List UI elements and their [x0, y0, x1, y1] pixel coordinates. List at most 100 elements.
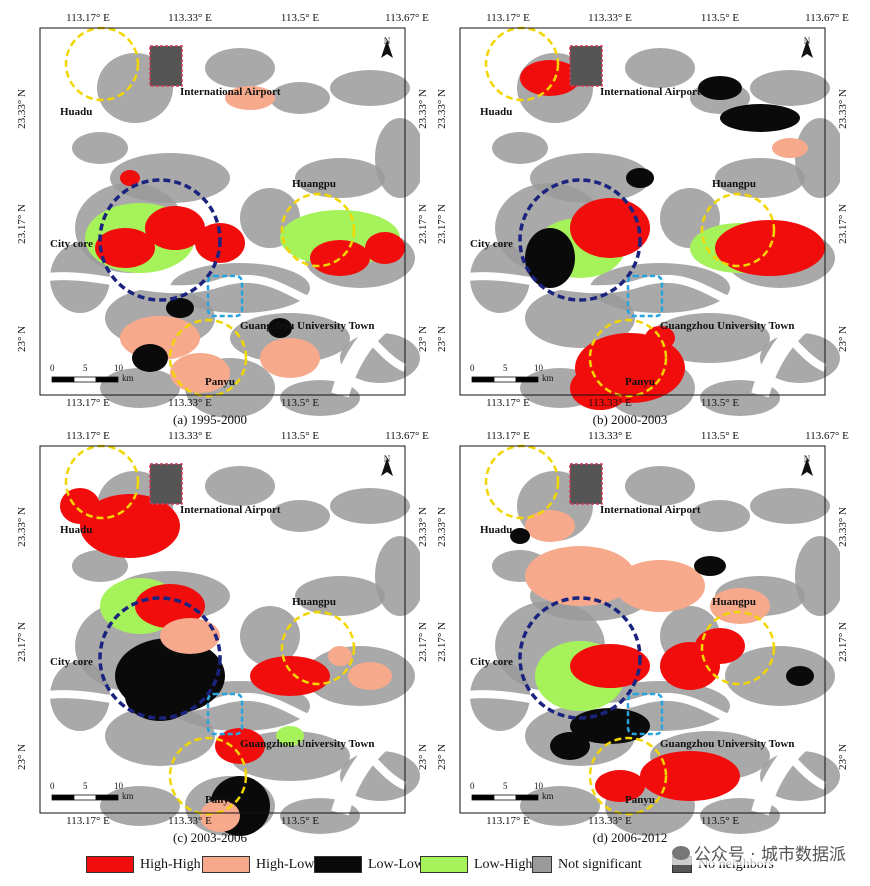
map-content	[39, 26, 420, 418]
legend-item-high-high: High-High	[86, 856, 201, 873]
legend-swatch-high-low	[202, 856, 250, 873]
lisa-cluster-hh	[60, 488, 100, 524]
lisa-cluster-hh	[120, 170, 140, 186]
panyu-circle	[168, 318, 248, 398]
panel-caption: (b) 2000-2003	[592, 412, 668, 427]
lisa-cluster-hh	[645, 326, 675, 350]
airport-area	[569, 463, 603, 505]
top-longitude-label: 113.17° E	[486, 12, 530, 24]
legend-label-high-high: High-High	[140, 856, 201, 872]
not-significant-area	[205, 466, 275, 506]
lisa-cluster-ll	[720, 104, 800, 132]
lisa-cluster-hh	[715, 220, 825, 276]
top-longitude-label: 113.33° E	[168, 12, 212, 24]
scale-label: 10	[114, 363, 123, 373]
place-label-panyu: Panyu	[205, 376, 235, 388]
scale-label: km	[122, 791, 134, 801]
map-frame	[459, 27, 826, 396]
map-frame	[39, 27, 406, 396]
legend-item-low-high: Low-High	[420, 856, 532, 873]
left-latitude-label: 23.17° N	[16, 204, 28, 244]
lisa-cluster-hl	[328, 646, 352, 666]
not-significant-area	[725, 646, 835, 706]
not-significant-area	[375, 536, 420, 616]
lisa-cluster-hl	[615, 560, 705, 612]
map-panel: 113.17° E 113.33° E 113.5° E 113.67° E 113.1…	[0, 0, 429, 430]
not-significant-area	[100, 368, 180, 408]
lisa-cluster-ll	[626, 168, 654, 188]
north-label: N	[803, 454, 811, 464]
scale-label: 10	[534, 781, 543, 791]
place-label-panyu: Panyu	[625, 376, 655, 388]
top-longitude-label: 113.33° E	[588, 12, 632, 24]
scale-bar-segment	[471, 376, 495, 383]
place-label-huadu: Huadu	[480, 524, 513, 536]
lisa-cluster-hh	[135, 584, 205, 628]
river-estuary	[751, 300, 830, 398]
panyu-circle	[588, 736, 668, 816]
university-town-box	[206, 692, 244, 736]
legend-label-low-high: Low-High	[474, 856, 533, 872]
not-significant-area	[715, 158, 805, 198]
bottom-longitude-label: 113.33° E	[168, 397, 212, 409]
bottom-longitude-label: 113.5° E	[700, 397, 740, 409]
left-latitude-label: 23.33° N	[436, 507, 448, 547]
map-panel: 113.17° E 113.33° E 113.5° E 113.67° E 113.1…	[0, 418, 429, 848]
right-latitude-label: 23.17° N	[837, 622, 849, 662]
huangpu-circle	[280, 610, 356, 686]
lisa-cluster-hh	[640, 751, 740, 801]
not-significant-area	[525, 288, 635, 348]
wechat-icon	[671, 845, 690, 860]
right-latitude-label: 23.33° N	[837, 507, 849, 547]
scale-label: 5	[83, 781, 88, 791]
lisa-cluster-hh	[570, 198, 650, 258]
legend-item-high-low: High-Low	[202, 856, 314, 873]
scale-label: km	[542, 373, 554, 383]
bottom-longitude-label: 113.33° E	[168, 815, 212, 827]
scale-bar-segment	[493, 376, 517, 383]
airport-area	[149, 45, 183, 87]
lisa-cluster-hl	[772, 138, 808, 158]
right-latitude-label: 23° N	[837, 325, 849, 353]
scale-bar-segment	[73, 376, 97, 383]
place-label-huadu: Huadu	[60, 524, 93, 536]
airport-area	[149, 463, 183, 505]
lisa-cluster-hl	[348, 662, 392, 690]
top-longitude-label: 113.5° E	[280, 430, 320, 442]
scale-bar-segment	[73, 794, 97, 801]
panyu-circle	[588, 318, 668, 398]
not-significant-area	[795, 536, 840, 616]
lisa-cluster-ll	[550, 732, 590, 760]
north-label: N	[803, 36, 811, 46]
lisa-cluster-ll	[570, 708, 650, 744]
left-latitude-label: 23.33° N	[16, 507, 28, 547]
scale-label: 0	[50, 781, 55, 791]
airport-area	[569, 45, 603, 87]
place-label-airport: International Airport	[180, 86, 281, 98]
lisa-cluster-ll	[166, 298, 194, 318]
scale-label: 10	[534, 363, 543, 373]
top-longitude-label: 113.33° E	[168, 430, 212, 442]
place-label-city-core: City core	[50, 656, 93, 668]
not-significant-area	[100, 786, 180, 826]
lisa-cluster-ll	[132, 344, 168, 372]
scale-bar-segment	[515, 376, 539, 383]
lisa-cluster-hh	[595, 770, 645, 802]
place-label-huangpu: Huangpu	[292, 596, 337, 608]
huangpu-circle	[280, 192, 356, 268]
not-significant-area	[750, 488, 830, 524]
huangpu-circle	[700, 610, 776, 686]
scale-label: km	[542, 791, 554, 801]
bottom-longitude-label: 113.33° E	[588, 397, 632, 409]
not-significant-area	[105, 706, 215, 766]
city-core-circle	[98, 596, 222, 720]
map-content	[39, 444, 420, 836]
lisa-cluster-hl	[160, 618, 220, 654]
map-canvas	[459, 444, 840, 836]
lisa-cluster-hl	[525, 510, 575, 542]
lisa-cluster-hh	[520, 60, 580, 96]
lisa-cluster-lh	[276, 726, 304, 746]
huangpu-circle	[700, 192, 776, 268]
city-core-circle	[518, 178, 642, 302]
panyu-circle	[168, 736, 248, 816]
